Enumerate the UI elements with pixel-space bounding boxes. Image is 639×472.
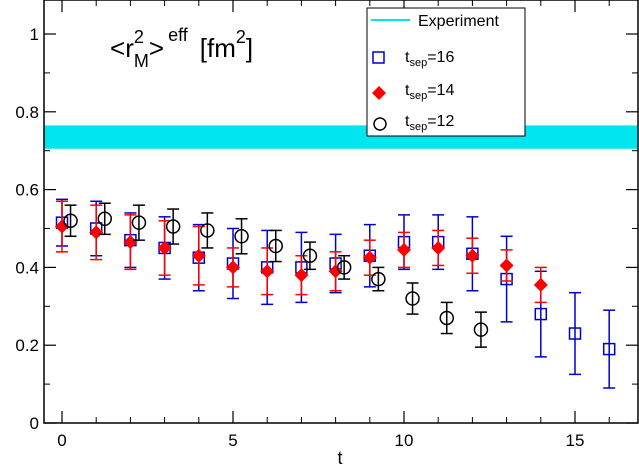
x-axis-label: t [337, 448, 342, 468]
data-point [260, 264, 275, 279]
plot-frame [43, 0, 639, 424]
x-tick-label: 0 [57, 431, 66, 450]
y-tick-label: 0.6 [15, 181, 39, 200]
data-point [63, 213, 78, 228]
legend-label-tsep12: tsep=12 [405, 113, 454, 133]
legend-marker-tsep14 [372, 86, 386, 100]
data-point [336, 260, 352, 275]
data-point [55, 219, 69, 234]
data-point [533, 277, 548, 292]
y-tick-label: 0.2 [15, 336, 39, 355]
data-point [362, 250, 377, 265]
data-point [302, 248, 318, 263]
legend-label-tsep14: tsep=14 [405, 82, 454, 102]
data-point [465, 248, 480, 263]
data-point [268, 238, 283, 254]
data-point [534, 307, 548, 321]
data-point [328, 264, 343, 279]
series-t-sep-14 [55, 200, 548, 304]
data-point [473, 322, 489, 337]
experiment-band [44, 125, 638, 149]
series-t-sep-12 [63, 202, 489, 348]
data-point [405, 291, 420, 306]
data-point [397, 242, 411, 257]
data-point [165, 219, 181, 234]
y-tick-label: 0 [30, 414, 39, 433]
legend-marker-tsep12 [373, 117, 387, 131]
legend: Experiment tsep=16 tsep=14 tsep=12 [366, 7, 526, 137]
x-tick-label: 10 [395, 431, 414, 450]
data-point [371, 271, 386, 287]
data-point [226, 260, 240, 275]
y-tick-label: 0.8 [15, 103, 39, 122]
data-point [200, 223, 215, 238]
ticks-layer: 0 5 10 15 0 0.2 0.4 0.6 0.8 1 [15, 0, 638, 450]
series-t-sep-16 [55, 198, 616, 389]
series-layer [55, 198, 616, 389]
data-point [294, 268, 309, 283]
data-point [602, 342, 616, 356]
data-point [431, 240, 446, 255]
data-point [499, 258, 514, 273]
data-point [191, 248, 206, 263]
x-tick-label: 15 [566, 431, 585, 450]
data-point [89, 225, 104, 240]
data-point [97, 211, 112, 227]
chart-annotation: <r2 M> eff [fm2] [110, 25, 253, 71]
y-tick-label: 0.4 [15, 258, 39, 277]
data-point [123, 235, 138, 250]
legend-marker-tsep16 [372, 51, 385, 64]
legend-label-tsep16: tsep=16 [405, 49, 454, 69]
data-point [234, 229, 249, 244]
data-point [439, 310, 454, 326]
x-tick-label: 5 [228, 431, 237, 450]
y-tick-label: 1 [30, 25, 39, 44]
legend-box [366, 7, 526, 137]
data-point [131, 215, 147, 230]
legend-label-experiment: Experiment [418, 13, 499, 30]
data-point [568, 327, 582, 340]
